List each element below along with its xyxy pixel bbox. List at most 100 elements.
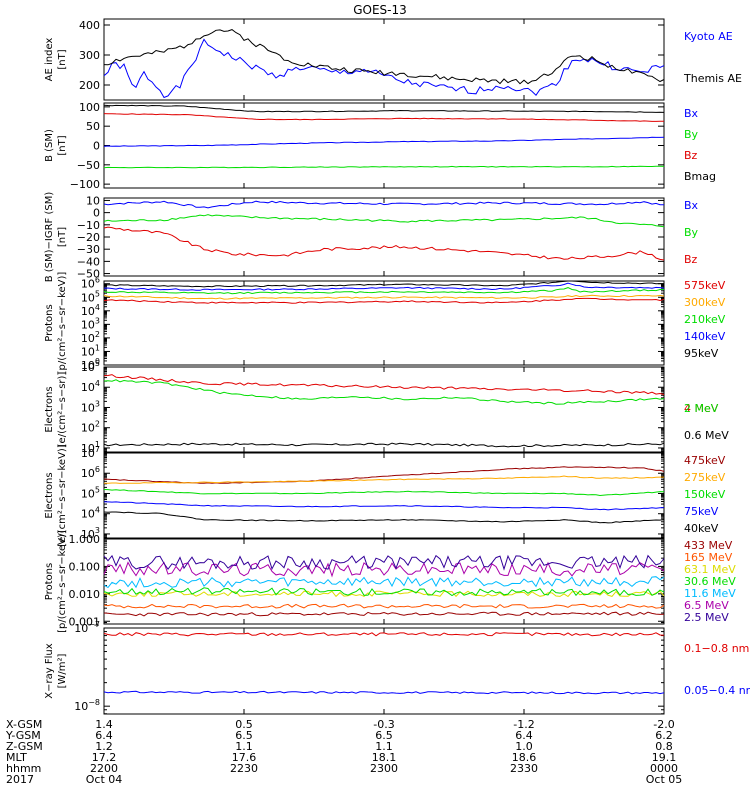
legend-entry: By: [684, 226, 699, 239]
legend-entry: Themis AE: [683, 72, 742, 85]
panel-frame: [103, 452, 665, 539]
y-tick-label: 102: [81, 330, 100, 345]
footer-value: -1.2: [513, 718, 534, 731]
series-line-40kev: [103, 511, 665, 524]
panel-frame: [103, 280, 665, 366]
footer-value: -2.0: [653, 718, 674, 731]
panel-8: 10−7 10−8 X−ray Flux [W/m²] 0.1−0.8 nm 0.05−0…: [44, 620, 750, 715]
panel-frame: [103, 18, 665, 101]
y-axis-label: Protons: [44, 304, 55, 341]
y-tick-label: 1.000: [69, 533, 101, 546]
series-line-bz: [103, 113, 664, 122]
footer-value: 19.1: [652, 751, 677, 764]
y-tick-label: 10−8: [74, 698, 100, 713]
y-axis-label: Electrons: [44, 472, 55, 518]
footer-value: 6.4: [95, 729, 113, 742]
series-line-by: [103, 214, 665, 228]
legend-entry: 300keV: [684, 296, 726, 309]
y-tick-label: 0.100: [69, 560, 101, 573]
y-tick-label: 103: [81, 316, 100, 331]
footer-value: 2200: [90, 762, 118, 775]
footer-value: 0.8: [655, 740, 673, 753]
legend-entry: 0.1−0.8 nm: [684, 642, 749, 655]
y-tick-label: 104: [81, 506, 100, 521]
footer-value: -0.3: [373, 718, 394, 731]
footer-value: 1.4: [95, 718, 113, 731]
series-line-433-mev: [103, 611, 665, 617]
series-line-210kev: [103, 287, 665, 295]
legend-entry: Bz: [684, 149, 698, 162]
footer-value: 1.1: [235, 740, 253, 753]
footer-value: 17.2: [92, 751, 117, 764]
footer-value: 2330: [510, 762, 538, 775]
series-line-0-05-0-4-nm: [103, 690, 665, 695]
panel-7: 1.000 0.100 0.010 0.001 Protons [p/(cm²−s−sr−…: [44, 530, 736, 633]
footer-value: 6.5: [375, 729, 393, 742]
y-tick-label: 100: [79, 101, 100, 114]
series-line-0-6-mev: [103, 442, 665, 448]
series-line-75kev: [103, 501, 665, 511]
footer-value: 2230: [230, 762, 258, 775]
panel-5: 105 104 103 102 101 Electrons [e/(cm²−s−sr)] 4 …: [44, 359, 729, 455]
legend-entry: 475keV: [684, 454, 726, 467]
y-tick-label: 104: [81, 379, 100, 394]
footer-row-label: X-GSM: [6, 718, 42, 731]
footer-value: 1.0: [515, 740, 533, 753]
footer-value: 6.5: [235, 729, 253, 742]
y-tick-label: 105: [81, 289, 100, 304]
legend-entry: Kyoto AE: [684, 30, 733, 43]
y-tick-label: 101: [81, 440, 100, 455]
footer-row-label: hhmm: [6, 762, 41, 775]
y-tick-label: 101: [81, 343, 100, 358]
legend-entry: Bx: [684, 199, 699, 212]
y-tick-label: 10: [86, 194, 100, 207]
legend-entry: 165 MeV: [684, 551, 733, 564]
y-tick-label: −20: [77, 231, 100, 244]
y-axis-label: [W/m²]: [57, 653, 68, 688]
series-line-95kev: [103, 280, 664, 288]
series-line-11-6-mev: [103, 576, 665, 589]
series-line-2-mev: [103, 379, 665, 405]
legend-entry: 6.5 MeV: [684, 599, 729, 612]
figure-title: GOES-13: [353, 3, 407, 17]
panel-frame: [103, 366, 665, 453]
footer-value: 6.4: [515, 729, 533, 742]
y-tick-label: 0: [93, 140, 100, 153]
y-tick-label: 106: [81, 465, 100, 480]
legend-entry: 140keV: [684, 330, 726, 343]
panel-1: 400 300 200 AE index [nT] Kyoto AE Themis AE: [44, 18, 742, 101]
series-line-by: [103, 165, 665, 169]
y-tick-label: 103: [81, 526, 100, 541]
legend-entry: 0.05−0.4 nm: [684, 684, 750, 697]
legend-entry: 2 MeV: [684, 402, 719, 415]
legend-entry: Bz: [684, 253, 698, 266]
series-line-bz: [103, 226, 665, 261]
legend-entry: 0.6 MeV: [684, 429, 729, 442]
y-axis-label: AE index: [44, 38, 55, 82]
series-line-165-mev: [103, 603, 665, 609]
y-tick-label: 0.001: [69, 615, 101, 628]
legend-entry: 63.1 MeV: [684, 563, 736, 576]
series-line-150kev: [103, 489, 665, 497]
panel-frame: [103, 627, 665, 715]
footer-value: 1.2: [95, 740, 113, 753]
y-axis-label: B (SM)−IGRF (SM): [44, 192, 55, 283]
y-axis-label: X−ray Flux: [44, 643, 55, 698]
panel-frame: [103, 538, 665, 625]
y-axis-label: [p/(cm²−s−sr−keV)]: [57, 272, 68, 375]
footer-value: 18.1: [372, 751, 397, 764]
footer-value: 6.2: [655, 729, 673, 742]
series-line-63-1-mev: [103, 590, 665, 598]
series-line-bx: [103, 200, 665, 209]
y-axis-label: B (SM): [44, 129, 55, 162]
legend-entry: 433 MeV: [684, 539, 733, 552]
series-line-bx: [103, 136, 665, 147]
series-line-275kev: [103, 475, 664, 484]
legend-entry: 150keV: [684, 488, 726, 501]
y-axis-label: [e/(cm²−s−sr)]: [57, 372, 68, 448]
series-line-kyoto-ae: [103, 38, 665, 99]
footer-value: 2300: [370, 762, 398, 775]
legend-entry: 2.5 MeV: [684, 611, 729, 624]
